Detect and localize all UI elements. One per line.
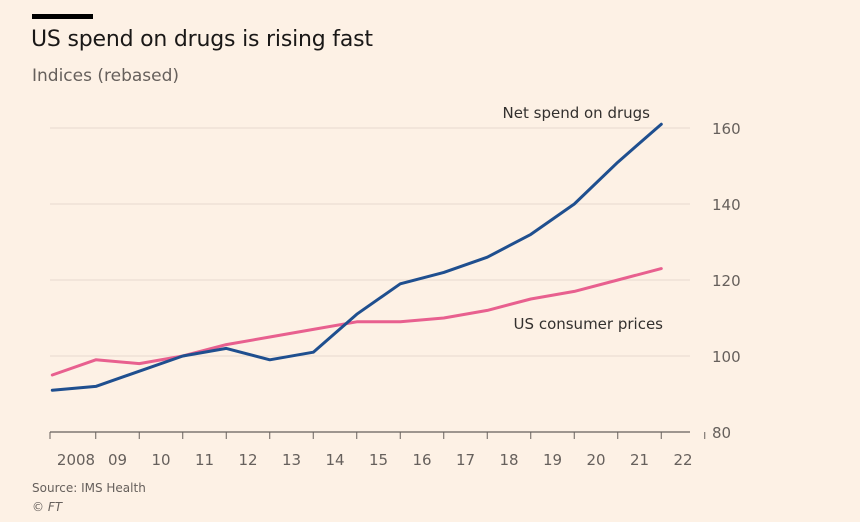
source-note: Source: IMS Health	[32, 481, 146, 495]
y-tick-label: 100	[712, 348, 741, 366]
ft-credit: © FT	[32, 500, 63, 514]
x-tick-label: 17	[456, 451, 475, 469]
x-tick-label: 14	[325, 451, 344, 469]
chart-title: US spend on drugs is rising fast	[31, 27, 373, 52]
chart-subtitle: Indices (rebased)	[32, 66, 180, 86]
x-tick-label: 16	[412, 451, 431, 469]
y-tick-label: 140	[712, 196, 741, 214]
x-tick-label: 20	[586, 451, 605, 469]
x-tick-label: 15	[369, 451, 388, 469]
gridlines	[50, 127, 690, 433]
x-tick-label: 13	[282, 451, 301, 469]
y-tick-label: 120	[712, 272, 741, 290]
x-tick-label: 2008	[57, 451, 95, 469]
x-tick-label: 10	[151, 451, 170, 469]
x-tick-label: 21	[630, 451, 649, 469]
y-tick-label: 80	[712, 424, 731, 442]
line-chart: 2008 09 10 11 12 13 14 15 16 17 18 19 20 21 22 80 100 12…	[49, 104, 741, 469]
x-tick-label: 22	[673, 451, 692, 469]
net-spend-line	[50, 122, 663, 392]
series-lines	[50, 122, 663, 392]
y-axis: 80 100 120 140 160	[712, 120, 741, 442]
x-tick-label: 11	[195, 451, 214, 469]
ft-header-bar	[32, 14, 93, 19]
x-axis: 2008 09 10 11 12 13 14 15 16 17 18 19 20 21 22	[49, 432, 706, 469]
y-tick-label: 160	[712, 120, 741, 138]
x-tick-label: 18	[499, 451, 518, 469]
x-tick-label: 12	[238, 451, 257, 469]
net-spend-label: Net spend on drugs	[503, 104, 651, 122]
x-tick-label: 09	[108, 451, 127, 469]
consumer-prices-label: US consumer prices	[514, 315, 664, 333]
series-labels: Net spend on drugs US consumer prices	[503, 104, 664, 333]
consumer-prices-line	[50, 267, 663, 377]
x-tick-label: 19	[543, 451, 562, 469]
